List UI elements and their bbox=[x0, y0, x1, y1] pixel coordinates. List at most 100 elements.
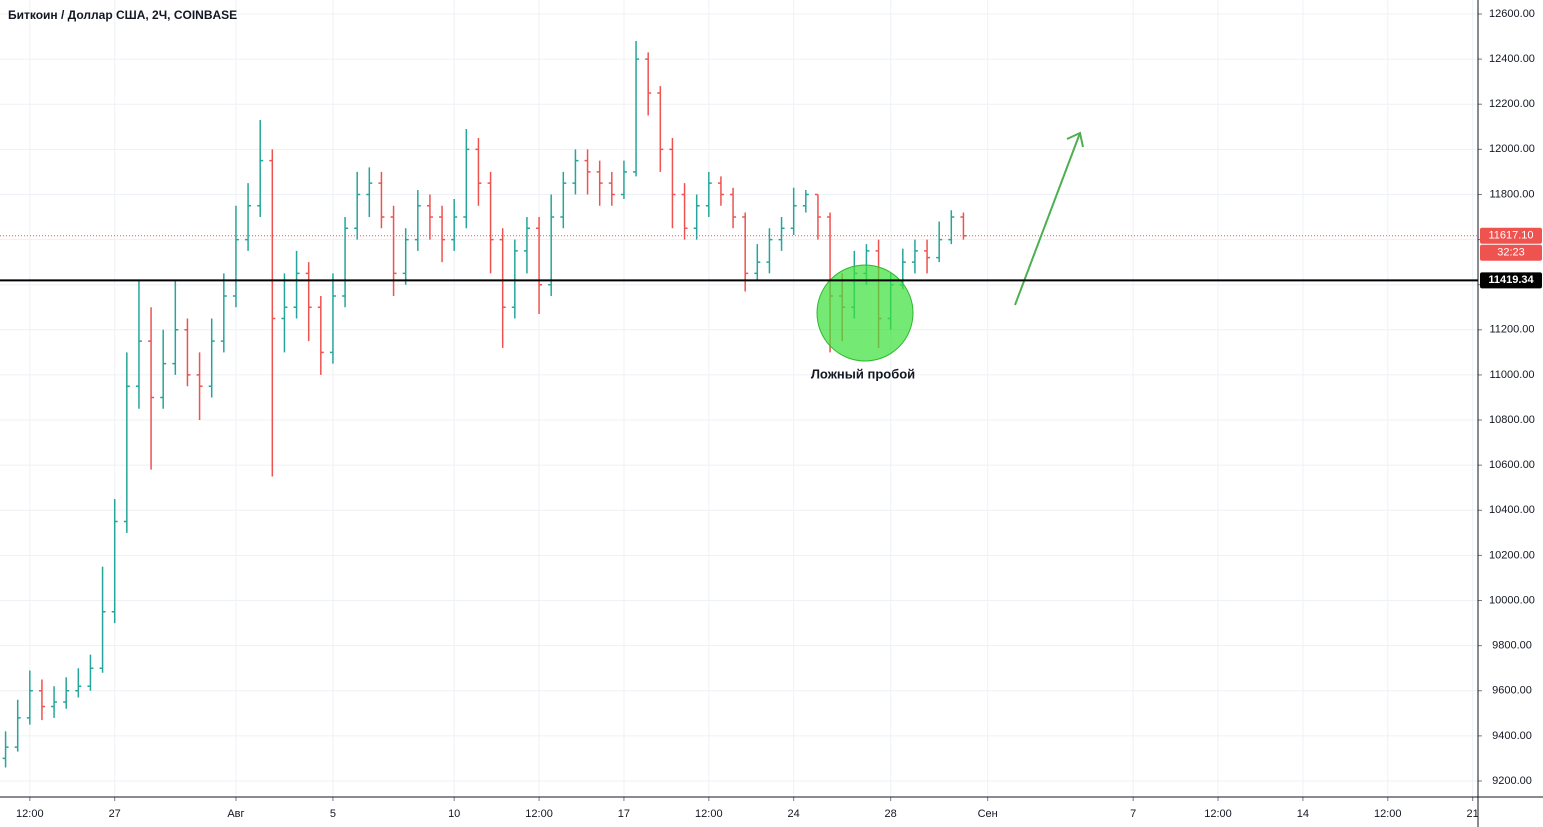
x-tick-label: Сен bbox=[978, 808, 998, 820]
x-tick-label: 21 bbox=[1467, 808, 1479, 820]
ohlc-bar bbox=[245, 183, 252, 251]
ohlc-bar bbox=[26, 670, 33, 725]
ohlc-bar bbox=[305, 262, 312, 342]
x-tick-label: 5 bbox=[330, 808, 336, 820]
ohlc-bar bbox=[354, 171, 361, 240]
ohlc-bar bbox=[596, 160, 603, 206]
ohlc-bar bbox=[281, 273, 288, 353]
x-tick-label: 10 bbox=[448, 808, 460, 820]
bars bbox=[2, 41, 967, 768]
ohlc-bar bbox=[766, 228, 773, 274]
y-tick-label: 9400.00 bbox=[1492, 730, 1532, 742]
y-tick-label: 10600.00 bbox=[1489, 459, 1535, 471]
ohlc-bar bbox=[257, 120, 264, 218]
ohlc-bar bbox=[657, 86, 664, 172]
ohlc-bar bbox=[63, 677, 70, 709]
annotation: Ложный пробой bbox=[811, 366, 915, 381]
x-tick-label: 12:00 bbox=[1374, 808, 1402, 820]
ohlc-bar bbox=[75, 668, 82, 698]
x-tick-label: 12:00 bbox=[16, 808, 44, 820]
ohlc-bar bbox=[499, 228, 506, 348]
ohlc-bar bbox=[172, 280, 179, 375]
ohlc-bar bbox=[620, 160, 627, 199]
ohlc-bar bbox=[463, 129, 470, 229]
y-tick-label: 10800.00 bbox=[1489, 414, 1535, 426]
grid bbox=[0, 0, 1478, 797]
ohlc-bar bbox=[208, 318, 215, 398]
ohlc-bar bbox=[536, 217, 543, 315]
ohlc-bar bbox=[414, 189, 421, 251]
level-label: 11419.34 bbox=[1488, 274, 1534, 286]
ohlc-bar bbox=[693, 194, 700, 240]
y-tick-label: 11000.00 bbox=[1489, 369, 1534, 381]
ohlc-bar bbox=[329, 273, 336, 364]
ohlc-bar bbox=[426, 194, 433, 240]
ohlc-bar bbox=[778, 217, 785, 251]
ohlc-bar bbox=[184, 318, 191, 387]
last-price-box bbox=[1480, 227, 1542, 244]
ohlc-bar bbox=[475, 138, 482, 206]
ohlc-bar bbox=[38, 679, 45, 721]
ohlc-bar bbox=[523, 217, 530, 274]
ohlc-bar bbox=[135, 280, 142, 409]
ohlc-bar bbox=[123, 352, 130, 533]
y-tick-label: 10000.00 bbox=[1489, 594, 1535, 606]
ohlc-bar bbox=[705, 171, 712, 218]
ohlc-bar bbox=[936, 221, 943, 263]
x-tick-label: 27 bbox=[109, 808, 121, 820]
y-tick-label: 12000.00 bbox=[1489, 143, 1535, 155]
ohlc-bar bbox=[572, 149, 579, 195]
y-tick-label: 10200.00 bbox=[1489, 549, 1535, 561]
highlight-circle bbox=[816, 264, 914, 362]
ohlc-bar bbox=[911, 239, 918, 274]
x-tick-label: 12:00 bbox=[1204, 808, 1232, 820]
ohlc-bar bbox=[681, 183, 688, 240]
ohlc-bar bbox=[111, 498, 118, 624]
last-price-label: 11617.10 bbox=[1488, 230, 1533, 242]
countdown-box bbox=[1480, 244, 1542, 261]
ohlc-bar bbox=[51, 686, 58, 718]
y-tick-label: 12200.00 bbox=[1489, 98, 1535, 110]
y-tick-label: 10400.00 bbox=[1489, 504, 1535, 516]
ohlc-bar bbox=[366, 167, 373, 218]
ohlc-bar bbox=[560, 171, 567, 229]
x-tick-label: Авг bbox=[227, 808, 244, 820]
ohlc-bar bbox=[608, 171, 615, 206]
ohlc-bar bbox=[548, 194, 555, 296]
ohlc-bar bbox=[754, 244, 761, 281]
ohlc-bar bbox=[160, 329, 167, 409]
x-tick-label: 14 bbox=[1297, 808, 1309, 820]
y-tick-label: 11800.00 bbox=[1489, 188, 1534, 200]
ohlc-bar bbox=[487, 171, 494, 274]
y-tick-label: 11200.00 bbox=[1489, 324, 1534, 336]
ohlc-bar bbox=[14, 699, 21, 752]
x-tick-label: 17 bbox=[618, 808, 630, 820]
forecast-arrow bbox=[1014, 131, 1084, 306]
ohlc-bar bbox=[948, 210, 955, 245]
ohlc-bar bbox=[378, 171, 385, 229]
ohlc-bar bbox=[342, 217, 349, 308]
x-tick-label: 28 bbox=[885, 808, 897, 820]
ohlc-bar bbox=[232, 205, 239, 308]
ohlc-bar bbox=[196, 352, 203, 421]
ohlc-bar bbox=[802, 189, 809, 213]
ohlc-bar bbox=[402, 228, 409, 285]
ohlc-bar bbox=[633, 41, 640, 177]
chart-title: Биткоин / Доллар США, 2Ч, COINBASE bbox=[8, 8, 237, 22]
ohlc-bar bbox=[669, 138, 676, 229]
x-tick-label: 12:00 bbox=[525, 808, 553, 820]
ohlc-bar bbox=[645, 52, 652, 116]
ohlc-bar bbox=[717, 176, 724, 206]
x-tick-label: 12:00 bbox=[695, 808, 723, 820]
x-tick-label: 24 bbox=[788, 808, 800, 820]
ohlc-bar bbox=[220, 273, 227, 353]
ohlc-bar bbox=[451, 198, 458, 251]
ohlc-bar bbox=[99, 566, 106, 673]
ohlc-bar bbox=[148, 307, 155, 470]
ohlc-bar bbox=[924, 239, 931, 274]
ohlc-bar bbox=[584, 149, 591, 195]
ohlc-bar bbox=[317, 295, 324, 375]
ohlc-bar bbox=[390, 205, 397, 296]
